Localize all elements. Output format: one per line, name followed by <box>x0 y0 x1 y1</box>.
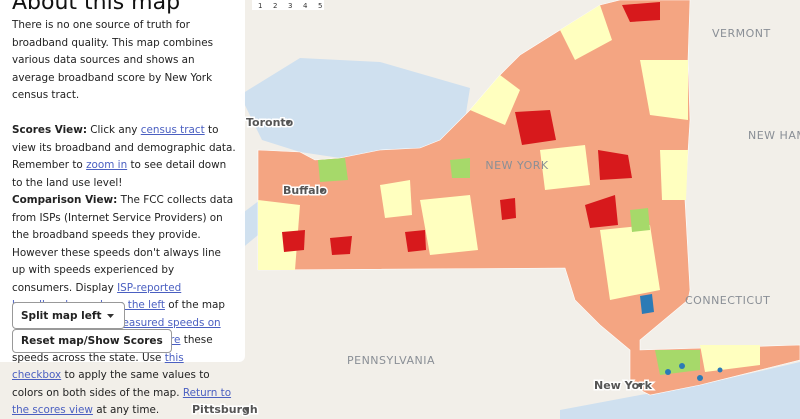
state-label: CONNECTICUT <box>685 294 770 307</box>
tract[interactable] <box>420 195 478 255</box>
legend-tick-label: 4 <box>303 2 308 10</box>
city-label: New York <box>594 379 653 392</box>
info-panel: About this map There is no one source of… <box>0 0 245 416</box>
button-label: Reset map/Show Scores <box>21 335 163 347</box>
tract[interactable] <box>318 158 348 182</box>
tract[interactable] <box>405 230 426 252</box>
caret-icon <box>107 313 115 318</box>
tracts[interactable] <box>258 2 760 381</box>
tract[interactable] <box>598 150 632 180</box>
text: these speeds across the state. Use <box>12 334 213 364</box>
tract[interactable] <box>282 230 305 252</box>
tract[interactable] <box>515 110 556 145</box>
map-labels: VERMONT NEW HAM NEW YORK CONNECTICUT PENNSYL… <box>191 27 800 418</box>
city-dot <box>320 188 324 192</box>
tract[interactable] <box>679 363 685 369</box>
tract[interactable] <box>585 195 618 228</box>
state-label: VERMONT <box>712 27 771 40</box>
legend-box <box>252 0 324 10</box>
reset-map-button[interactable]: Reset map/Show Scores <box>12 329 172 353</box>
legend: 1 2 3 4 5 <box>252 0 324 10</box>
text: to apply the same values to colors on bo… <box>12 369 210 399</box>
ocean <box>560 362 800 419</box>
city-dot <box>638 383 642 387</box>
bold-label: Scores View: <box>12 124 87 136</box>
split-map-button[interactable]: Split map left <box>12 302 126 329</box>
legend-tick-label: 2 <box>273 2 277 10</box>
city-label: Toronto <box>246 116 294 129</box>
tract[interactable] <box>697 375 703 381</box>
text: at any time. <box>92 404 160 416</box>
tract[interactable] <box>630 208 650 232</box>
tract[interactable] <box>330 236 352 255</box>
paragraph: Scores View: Click any census tract to v… <box>12 122 236 419</box>
tract[interactable] <box>660 150 688 200</box>
text-link[interactable]: zoom in <box>86 159 128 171</box>
city-label: Pittsburgh <box>192 403 258 416</box>
city-dot <box>245 407 249 411</box>
tract[interactable] <box>450 158 470 178</box>
legend-tick-label: 3 <box>288 2 292 10</box>
tract[interactable] <box>700 345 760 372</box>
city-label: Buffalo <box>283 184 327 197</box>
state-new-york[interactable] <box>257 0 800 396</box>
tract[interactable] <box>540 145 590 190</box>
tract[interactable] <box>665 369 671 375</box>
lake-ontario <box>240 58 470 158</box>
tract[interactable] <box>380 180 412 218</box>
legend-tick-label: 5 <box>318 2 322 10</box>
tract[interactable] <box>470 75 520 125</box>
tract[interactable] <box>717 367 723 373</box>
tract[interactable] <box>640 60 688 120</box>
state-label: NEW HAM <box>748 129 800 142</box>
state-label: PENNSYLVANIA <box>347 354 435 367</box>
text: Click any <box>86 124 141 136</box>
tract[interactable] <box>655 350 700 375</box>
text-link[interactable]: this checkbox <box>12 351 184 382</box>
button-label: Split map left <box>21 309 102 322</box>
text: The FCC collects data from ISPs (Interne… <box>12 194 234 294</box>
panel-title: About this map <box>12 0 181 15</box>
panel-text: There is no one source of truth for broa… <box>12 17 236 419</box>
tract[interactable] <box>600 225 660 300</box>
tract[interactable] <box>560 5 612 60</box>
text-link[interactable]: Return to the scores view <box>12 386 232 417</box>
tract[interactable] <box>258 200 300 270</box>
tract[interactable] <box>640 294 654 314</box>
text-link[interactable]: census tract <box>140 124 205 136</box>
text: to view its broadband and demographic da… <box>12 124 236 171</box>
state-label: NEW YORK <box>485 159 548 172</box>
text: There is no one source of truth for broa… <box>12 19 214 101</box>
bold-label: Comparison View: <box>12 194 118 206</box>
tract[interactable] <box>500 198 516 220</box>
paragraph: There is no one source of truth for broa… <box>12 17 236 105</box>
city-dot <box>286 120 290 124</box>
legend-tick-label: 1 <box>258 2 262 10</box>
tract[interactable] <box>622 2 660 22</box>
text: to see detail down to the land use level… <box>12 159 227 189</box>
